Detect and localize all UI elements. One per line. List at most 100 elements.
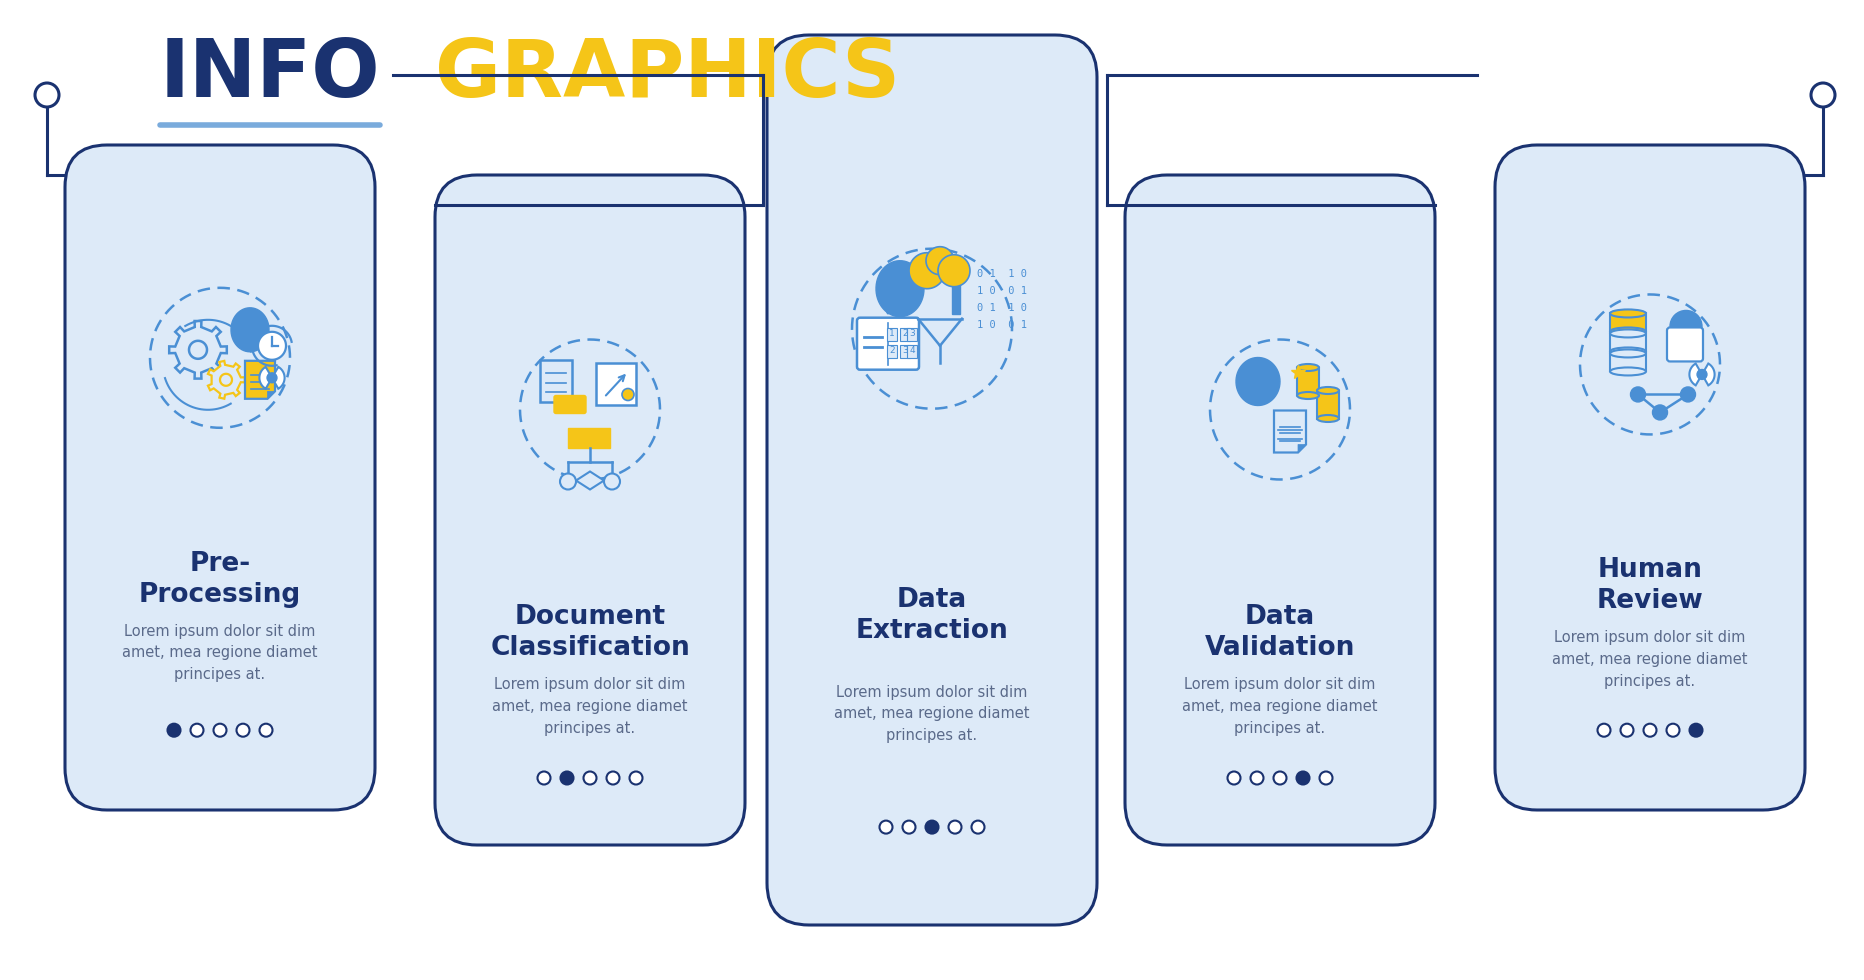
Polygon shape bbox=[231, 308, 268, 352]
Polygon shape bbox=[1689, 364, 1713, 385]
Circle shape bbox=[1629, 387, 1644, 402]
FancyBboxPatch shape bbox=[1666, 327, 1702, 362]
Text: 0 1  1 0: 0 1 1 0 bbox=[977, 303, 1027, 313]
FancyBboxPatch shape bbox=[569, 427, 610, 448]
FancyBboxPatch shape bbox=[596, 363, 636, 405]
Text: 0 1  1 0: 0 1 1 0 bbox=[977, 269, 1027, 278]
Circle shape bbox=[623, 388, 634, 401]
Polygon shape bbox=[188, 341, 207, 359]
Text: Lorem ipsum dolor sit dim
amet, mea regione diamet
principes at.: Lorem ipsum dolor sit dim amet, mea regi… bbox=[1551, 630, 1747, 689]
Polygon shape bbox=[1273, 411, 1305, 453]
Circle shape bbox=[1679, 387, 1694, 402]
Circle shape bbox=[1642, 723, 1655, 737]
Text: 3: 3 bbox=[908, 329, 915, 338]
Polygon shape bbox=[938, 255, 969, 287]
Circle shape bbox=[1227, 771, 1240, 785]
Circle shape bbox=[1666, 723, 1679, 737]
Ellipse shape bbox=[1609, 350, 1646, 358]
Text: 1 0  0 1: 1 0 0 1 bbox=[977, 286, 1027, 296]
Text: Pre-
Processing: Pre- Processing bbox=[138, 551, 300, 608]
Polygon shape bbox=[1609, 354, 1646, 371]
Polygon shape bbox=[220, 373, 231, 386]
Polygon shape bbox=[1609, 333, 1646, 352]
Text: 1 0  0 1: 1 0 0 1 bbox=[977, 319, 1027, 329]
Circle shape bbox=[949, 820, 962, 834]
Polygon shape bbox=[576, 471, 604, 489]
FancyBboxPatch shape bbox=[906, 327, 917, 341]
Polygon shape bbox=[267, 391, 274, 399]
Text: 3: 3 bbox=[902, 346, 908, 355]
Circle shape bbox=[237, 723, 250, 737]
Circle shape bbox=[971, 820, 984, 834]
Circle shape bbox=[559, 473, 576, 489]
Circle shape bbox=[1273, 771, 1286, 785]
FancyBboxPatch shape bbox=[900, 327, 910, 341]
FancyBboxPatch shape bbox=[541, 360, 572, 402]
Circle shape bbox=[880, 820, 893, 834]
Text: Lorem ipsum dolor sit dim
amet, mea regione diamet
principes at.: Lorem ipsum dolor sit dim amet, mea regi… bbox=[833, 685, 1029, 743]
Text: 2: 2 bbox=[889, 346, 895, 355]
Circle shape bbox=[902, 820, 915, 834]
FancyBboxPatch shape bbox=[857, 318, 919, 369]
Text: 4: 4 bbox=[910, 346, 915, 355]
Text: Human
Review: Human Review bbox=[1596, 558, 1702, 614]
FancyBboxPatch shape bbox=[434, 175, 744, 845]
FancyBboxPatch shape bbox=[1495, 145, 1804, 810]
FancyBboxPatch shape bbox=[65, 145, 375, 810]
Circle shape bbox=[537, 771, 550, 785]
Text: GRAPHICS: GRAPHICS bbox=[434, 36, 900, 114]
FancyBboxPatch shape bbox=[554, 396, 585, 414]
Circle shape bbox=[267, 372, 276, 383]
Polygon shape bbox=[951, 283, 960, 314]
Text: Lorem ipsum dolor sit dim
amet, mea regione diamet
principes at.: Lorem ipsum dolor sit dim amet, mea regi… bbox=[123, 624, 317, 682]
Polygon shape bbox=[170, 321, 227, 378]
Text: 2: 2 bbox=[902, 329, 908, 338]
Circle shape bbox=[168, 723, 181, 737]
Circle shape bbox=[1295, 771, 1309, 785]
Text: Lorem ipsum dolor sit dim
amet, mea regione diamet
principes at.: Lorem ipsum dolor sit dim amet, mea regi… bbox=[492, 677, 688, 736]
Ellipse shape bbox=[1295, 364, 1318, 371]
FancyBboxPatch shape bbox=[1124, 175, 1433, 845]
Circle shape bbox=[1689, 723, 1702, 737]
Polygon shape bbox=[207, 361, 244, 399]
Circle shape bbox=[1597, 723, 1610, 737]
Circle shape bbox=[1620, 723, 1633, 737]
Polygon shape bbox=[1609, 314, 1646, 331]
Circle shape bbox=[606, 771, 619, 785]
Circle shape bbox=[190, 723, 203, 737]
Circle shape bbox=[1320, 771, 1331, 785]
Polygon shape bbox=[876, 261, 923, 317]
Text: INFO: INFO bbox=[160, 36, 380, 114]
FancyBboxPatch shape bbox=[887, 327, 897, 341]
Polygon shape bbox=[1236, 358, 1279, 406]
Text: 1: 1 bbox=[889, 329, 895, 338]
Text: Data
Extraction: Data Extraction bbox=[856, 587, 1008, 644]
Ellipse shape bbox=[1609, 329, 1646, 337]
Ellipse shape bbox=[1609, 368, 1646, 375]
Polygon shape bbox=[244, 361, 274, 399]
Polygon shape bbox=[1295, 368, 1318, 396]
Circle shape bbox=[1668, 311, 1702, 342]
Ellipse shape bbox=[1609, 327, 1646, 335]
Circle shape bbox=[561, 771, 574, 785]
Circle shape bbox=[604, 473, 619, 489]
Circle shape bbox=[35, 83, 60, 107]
Circle shape bbox=[630, 771, 643, 785]
Polygon shape bbox=[259, 367, 285, 389]
Polygon shape bbox=[926, 247, 954, 274]
Circle shape bbox=[583, 771, 596, 785]
Circle shape bbox=[1810, 83, 1834, 107]
Ellipse shape bbox=[1316, 415, 1338, 422]
FancyBboxPatch shape bbox=[900, 345, 910, 358]
Circle shape bbox=[212, 723, 226, 737]
Ellipse shape bbox=[1609, 310, 1646, 318]
Circle shape bbox=[259, 723, 272, 737]
Circle shape bbox=[1696, 369, 1706, 379]
Polygon shape bbox=[257, 332, 285, 360]
Text: Document
Classification: Document Classification bbox=[490, 604, 690, 661]
Circle shape bbox=[1652, 405, 1666, 420]
Ellipse shape bbox=[1295, 392, 1318, 399]
Circle shape bbox=[1251, 771, 1262, 785]
Circle shape bbox=[925, 820, 938, 834]
Ellipse shape bbox=[1609, 348, 1646, 356]
